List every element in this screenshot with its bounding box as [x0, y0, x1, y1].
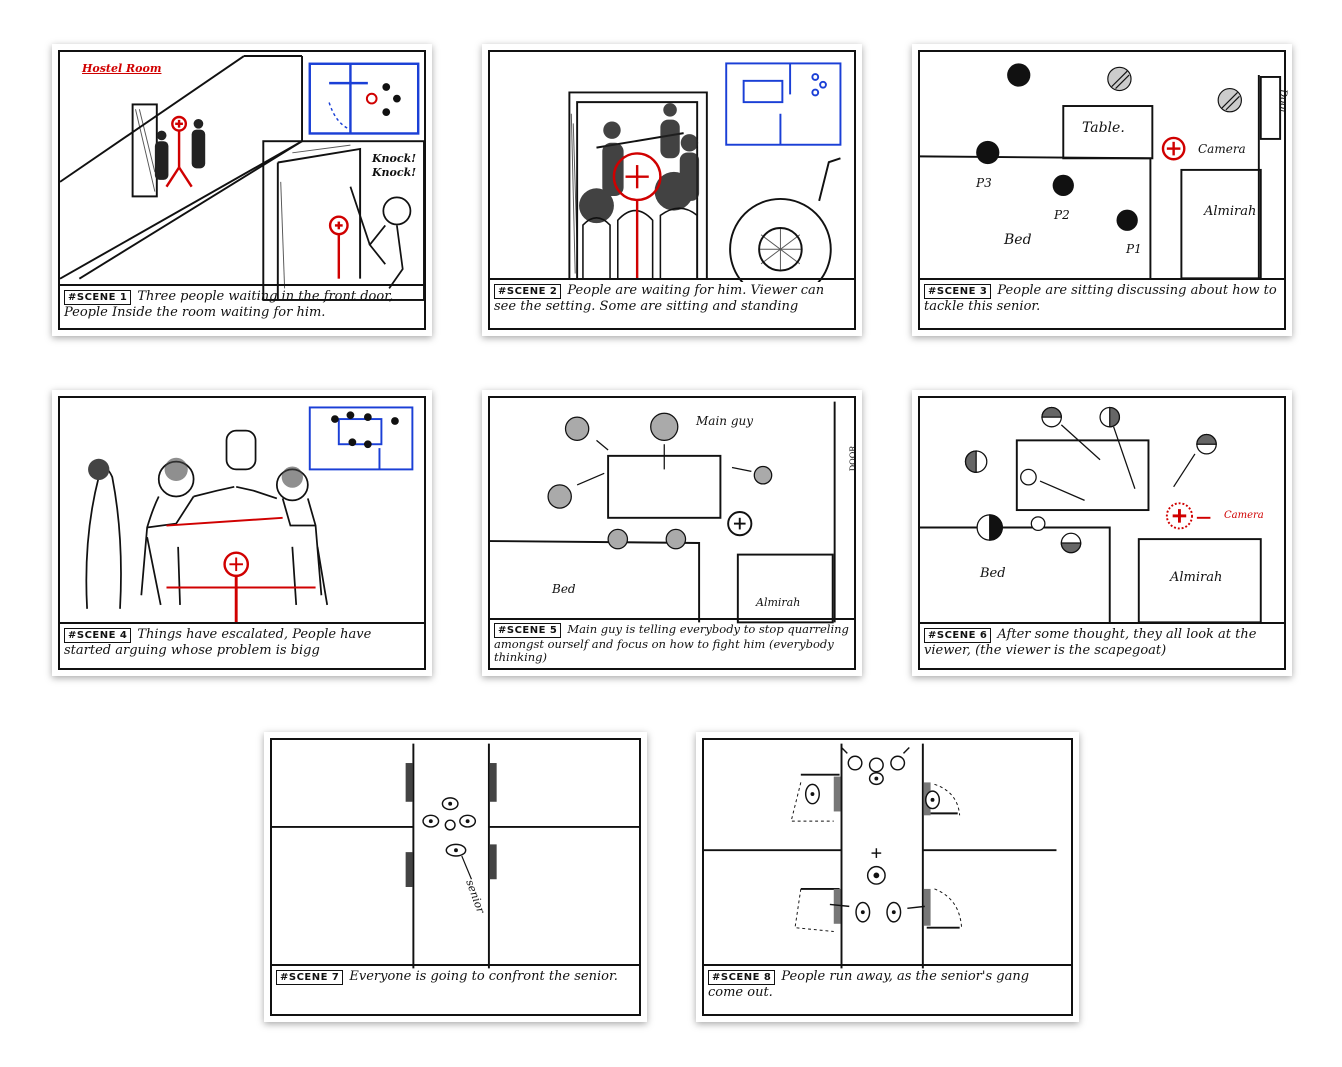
scene-7-sketch	[272, 743, 639, 969]
scene-6-card: Camera Bed Almirah #SCENE 6 After some th…	[912, 390, 1292, 676]
scene-4-tag: #SCENE 4	[64, 628, 132, 643]
scene-6-bed-label: Bed	[980, 566, 1006, 581]
scene-3-door-label: Door	[1276, 89, 1288, 114]
scene-3-almirah-label: Almirah	[1204, 204, 1257, 219]
scene-2-frame: #SCENE 2 People are waiting for him. View…	[488, 50, 856, 330]
scene-2-caption-text: People are waiting for him. Viewer can s…	[494, 283, 825, 314]
scene-8-caption-text: People run away, as the senior's gang co…	[708, 969, 1030, 1000]
scene-3-p1-label: P1	[1126, 242, 1142, 256]
scene-5-card: Main guy DOOR Bed Almirah #SCENE 5 Main g…	[482, 390, 862, 676]
scene-4-frame: #SCENE 4 Things have escalated, People ha…	[58, 396, 426, 670]
scene-5-bed-label: Bed	[552, 582, 576, 596]
scene-1-knock-label: Knock! Knock!	[372, 152, 417, 179]
scene-3-table-label: Table.	[1082, 120, 1125, 136]
scene-5-caption-text: Main guy is telling everybody to stop qu…	[494, 622, 849, 664]
scene-3-card: Table. Camera Door P3 P2 P1 Bed Almirah …	[912, 44, 1292, 336]
scene-6-tag: #SCENE 6	[924, 628, 992, 643]
scene-3-p3-label: P3	[976, 176, 992, 190]
scene-8-tag: #SCENE 8	[708, 970, 776, 985]
scene-5-tag: #SCENE 5	[494, 623, 562, 638]
scene-3-caption-text: People are sitting discussing about how …	[924, 283, 1277, 314]
scene-7-card: senior #SCENE 7 Everyone is going to conf…	[264, 732, 647, 1022]
scene-5-almirah-label: Almirah	[756, 596, 801, 609]
scene-3-p2-label: P2	[1054, 208, 1070, 222]
scene-7-caption: #SCENE 7 Everyone is going to confront th…	[272, 964, 639, 1014]
scene-2-tag: #SCENE 2	[494, 284, 562, 299]
scene-4-caption: #SCENE 4 Things have escalated, People ha…	[60, 622, 424, 668]
scene-1-frame: Hostel Room Knock! Knock! #SCENE 1 Three …	[58, 50, 426, 330]
scene-5-door-label: DOOR	[848, 445, 858, 472]
scene-6-caption: #SCENE 6 After some thought, they all loo…	[920, 622, 1284, 668]
scene-8-caption: #SCENE 8 People run away, as the senior's…	[704, 964, 1071, 1014]
scene-7-frame: senior #SCENE 7 Everyone is going to conf…	[270, 738, 641, 1016]
scene-1-sketch	[60, 55, 424, 301]
scene-5-frame: Main guy DOOR Bed Almirah #SCENE 5 Main g…	[488, 396, 858, 670]
scene-1-card: Hostel Room Knock! Knock! #SCENE 1 Three …	[52, 44, 432, 336]
scene-6-camera-label: Camera	[1224, 510, 1264, 521]
scene-6-frame: Camera Bed Almirah #SCENE 6 After some th…	[918, 396, 1286, 670]
scene-2-sketch	[568, 62, 842, 282]
scene-4-caption-text: Things have escalated, People have start…	[64, 627, 372, 658]
scene-5-sketch	[490, 401, 836, 624]
scene-8-frame: #SCENE 8 People run away, as the senior's…	[702, 738, 1073, 1016]
scene-3-bed-label: Bed	[1004, 232, 1032, 248]
scene-6-sketch	[920, 406, 1262, 624]
scene-3-caption: #SCENE 3 People are sitting discussing ab…	[920, 278, 1284, 328]
scene-5-caption: #SCENE 5 Main guy is telling everybody to…	[490, 618, 854, 668]
scene-1-caption-text: Three people waiting in the front door, …	[64, 289, 394, 320]
scene-4-card: #SCENE 4 Things have escalated, People ha…	[52, 390, 432, 676]
scene-1-room-label: Hostel Room	[82, 62, 162, 75]
scene-7-tag: #SCENE 7	[276, 970, 344, 985]
scene-2-caption: #SCENE 2 People are waiting for him. View…	[490, 278, 854, 328]
scene-3-sketch	[920, 63, 1282, 280]
scene-6-almirah-label: Almirah	[1170, 570, 1223, 585]
scene-7-caption-text: Everyone is going to confront the senior…	[349, 969, 618, 984]
scene-4-sketch	[85, 406, 414, 623]
scene-3-frame: Table. Camera Door P3 P2 P1 Bed Almirah …	[918, 50, 1288, 330]
scene-1-caption: #SCENE 1 Three people waiting in the fron…	[60, 284, 424, 328]
scene-1-tag: #SCENE 1	[64, 290, 132, 305]
scene-3-camera-label: Camera	[1198, 142, 1246, 156]
scene-8-sketch	[704, 743, 1057, 969]
scene-3-tag: #SCENE 3	[924, 284, 992, 299]
scene-2-card: #SCENE 2 People are waiting for him. View…	[482, 44, 862, 336]
scene-6-caption-text: After some thought, they all look at the…	[924, 627, 1257, 658]
scene-8-card: #SCENE 8 People run away, as the senior's…	[696, 732, 1079, 1022]
scene-5-main-guy-label: Main guy	[696, 414, 754, 428]
